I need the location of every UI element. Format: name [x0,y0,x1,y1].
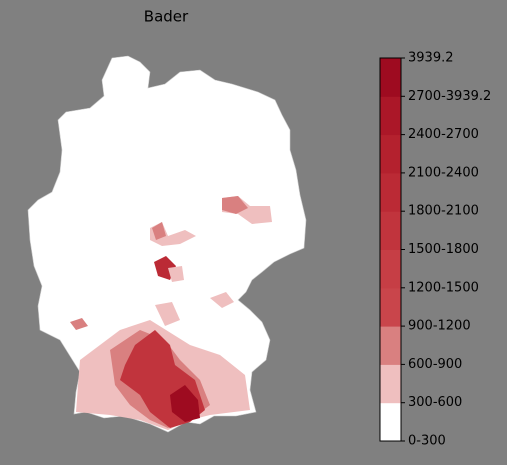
colorbar-label: 2100-2400 [408,165,479,180]
colorbar-label: 1800-2100 [408,204,479,219]
region-light [168,266,184,282]
colorbar-segment [380,402,401,442]
colorbar: 0-300 300-600 600-900 900-1200 1200-1500 1500… [379,51,491,449]
colorbar-label: 600-900 [408,357,462,372]
colorbar-label: 2700-3939.2 [408,89,491,104]
colorbar-label: 3939.2 [408,51,454,66]
colorbar-label: 1200-1500 [408,280,479,295]
colorbar-label: 300-600 [408,395,462,410]
region-light [155,302,180,326]
colorbar-segment [380,364,401,404]
colorbar-segment [380,58,401,97]
colorbar-label: 1500-1800 [408,242,479,257]
region-medium [152,222,166,240]
colorbar-segment [380,326,401,365]
colorbar-label: 900-1200 [408,319,471,334]
colorbar-segment [380,287,401,327]
colorbar-label: 2400-2700 [408,127,479,142]
map-title: Bader [144,8,189,26]
colorbar-segment [380,96,401,136]
region-medium [222,196,248,214]
colorbar-segment [380,134,401,174]
region-light [210,292,234,308]
colorbar-segment [380,172,401,212]
germany-map [27,55,307,433]
colorbar-segment [380,211,401,250]
colorbar-label: 0-300 [408,434,446,449]
region-medium [70,318,88,330]
region-darkest [170,385,200,422]
colorbar-segment [380,249,401,289]
